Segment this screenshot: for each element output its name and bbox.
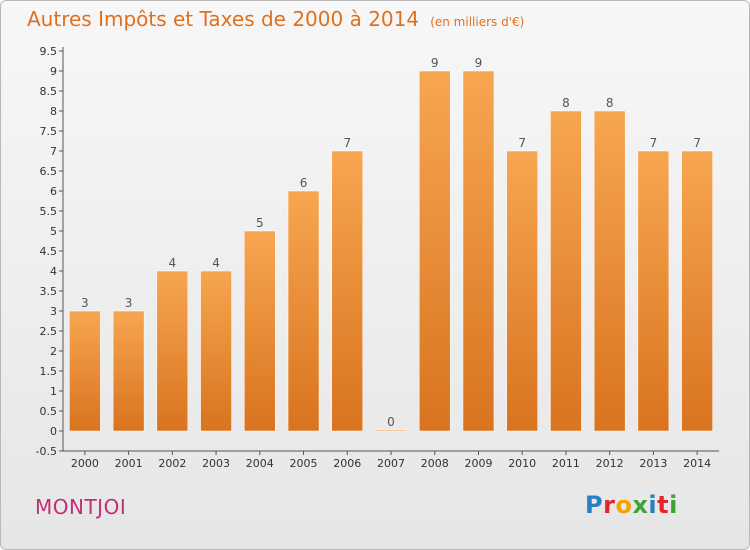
y-tick-label: 2 (50, 345, 57, 358)
logo-letter: i (648, 491, 658, 519)
y-tick-label: 4 (50, 265, 57, 278)
logo-letter: r (603, 491, 616, 519)
bar (200, 270, 232, 432)
y-tick-label: 7.5 (40, 125, 58, 138)
bar (637, 150, 670, 432)
y-tick-label: 4.5 (40, 245, 58, 258)
bar-value-label: 4 (212, 256, 220, 270)
y-tick-label: 9 (50, 65, 57, 78)
bar-value-label: 7 (343, 136, 351, 150)
y-tick-label: 3.5 (40, 285, 58, 298)
chart-title: Autres Impôts et Taxes de 2000 à 2014 (27, 7, 420, 31)
bar (506, 150, 538, 432)
y-tick-label: 6 (50, 185, 57, 198)
bar-value-label: 4 (169, 256, 177, 270)
x-tick-label: 2000 (71, 457, 99, 470)
x-tick-label: 2014 (683, 457, 711, 470)
bar-value-label: 3 (125, 296, 133, 310)
x-tick-label: 2005 (290, 457, 318, 470)
bar-value-label: 6 (300, 176, 308, 190)
x-tick-label: 2002 (158, 457, 186, 470)
x-tick-label: 2008 (421, 457, 449, 470)
bar (550, 110, 582, 432)
logo-letter: x (632, 491, 649, 519)
x-tick-label: 2003 (202, 457, 230, 470)
bar-value-label: 9 (431, 56, 439, 70)
y-tick-label: 7 (50, 145, 57, 158)
y-tick-label: 9.5 (40, 45, 58, 58)
bar (156, 270, 189, 432)
logo-letter: o (615, 491, 633, 519)
y-tick-label: 0 (50, 425, 57, 438)
bar (112, 310, 145, 432)
bar (681, 150, 713, 432)
y-tick-label: 6.5 (40, 165, 58, 178)
bar (69, 310, 101, 432)
bar-value-label: 9 (475, 56, 483, 70)
bar-value-label: 8 (562, 96, 570, 110)
bar (287, 190, 320, 432)
bar-value-label: 3 (81, 296, 89, 310)
bar-value-label: 7 (693, 136, 701, 150)
y-tick-label: 3 (50, 305, 57, 318)
y-tick-label: 0.5 (40, 405, 58, 418)
chart-subtitle: (en milliers d'€) (430, 15, 525, 29)
bar (462, 70, 495, 432)
x-tick-label: 2010 (508, 457, 536, 470)
bar-value-label: 0 (387, 415, 395, 429)
bar-value-label: 5 (256, 216, 264, 230)
x-tick-label: 2009 (464, 457, 492, 470)
y-tick-label: 2.5 (40, 325, 58, 338)
place-name: MONTJOI (35, 495, 127, 519)
x-tick-label: 2011 (552, 457, 580, 470)
y-tick-label: 5.5 (40, 205, 58, 218)
bar (593, 110, 626, 432)
x-tick-label: 2001 (115, 457, 143, 470)
x-tick-label: 2007 (377, 457, 405, 470)
bar-value-label: 7 (650, 136, 658, 150)
y-tick-label: -0.5 (36, 445, 57, 458)
bar (375, 429, 407, 432)
bar (244, 230, 276, 432)
chart-header: Autres Impôts et Taxes de 2000 à 2014 (e… (27, 7, 524, 31)
proxiti-logo: Proxiti (585, 491, 678, 519)
y-tick-label: 8.5 (40, 85, 58, 98)
bar-value-label: 7 (518, 136, 526, 150)
y-tick-label: 1.5 (40, 365, 58, 378)
x-tick-label: 2012 (596, 457, 624, 470)
bar-value-label: 8 (606, 96, 614, 110)
logo-letter: P (585, 491, 604, 519)
bar (418, 70, 451, 432)
bar (331, 150, 364, 432)
logo-letter: t (657, 491, 670, 519)
x-tick-label: 2004 (246, 457, 274, 470)
logo-letter: i (669, 491, 678, 519)
x-tick-label: 2006 (333, 457, 361, 470)
x-tick-label: 2013 (639, 457, 667, 470)
y-tick-label: 8 (50, 105, 57, 118)
y-tick-label: 5 (50, 225, 57, 238)
y-tick-label: 1 (50, 385, 57, 398)
